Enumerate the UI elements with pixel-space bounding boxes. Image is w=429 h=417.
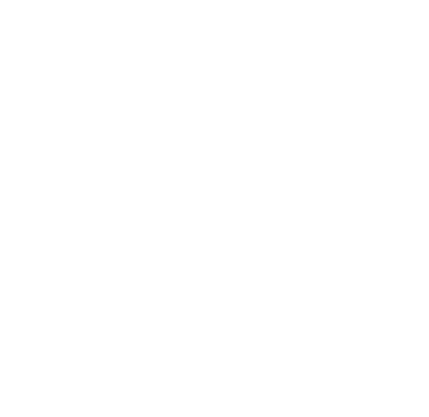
Text: ADJUDICATIONS COMPLETED: ADJUDICATIONS COMPLETED xyxy=(12,226,133,235)
Text: FOUNDED IN: FOUNDED IN xyxy=(12,27,69,36)
Text: Phase I-Phase IV: Phase I-Phase IV xyxy=(12,386,181,404)
Text: INSTITUTIONAL COLLABORATIONS: INSTITUTIONAL COLLABORATIONS xyxy=(226,33,361,42)
Text: INDIVIDUAL REVIEWER
COMMITTEE HOURS: INDIVIDUAL REVIEWER COMMITTEE HOURS xyxy=(226,311,308,325)
Text: PARTNERSHIPS WITH MEDICAL EXPERTS: PARTNERSHIPS WITH MEDICAL EXPERTS xyxy=(226,80,384,89)
Text: CEC Phase II Committee: CEC Phase II Committee xyxy=(226,263,353,271)
Text: ADJUDICATORS: ADJUDICATORS xyxy=(12,343,73,352)
Text: 45: 45 xyxy=(12,251,51,279)
Text: EVENTS REVIEWED IN
COMMITTEE: EVENTS REVIEWED IN COMMITTEE xyxy=(226,342,305,355)
Text: COMMITTEE MEETINGS: COMMITTEE MEETINGS xyxy=(226,292,309,298)
Text: 130+: 130+ xyxy=(226,38,323,71)
Text: 20+: 20+ xyxy=(226,0,300,25)
Text: 78,000+: 78,000+ xyxy=(226,322,310,340)
Text: 90: 90 xyxy=(12,304,51,332)
Text: WORK FROM: WORK FROM xyxy=(12,379,65,388)
Text: 4,000+: 4,000+ xyxy=(226,267,298,285)
Text: PATIENTS: PATIENTS xyxy=(151,176,193,185)
Text: 30+: 30+ xyxy=(226,161,278,185)
Text: Clinical Events Classification: Clinical Events Classification xyxy=(12,4,202,17)
Text: 250,000+: 250,000+ xyxy=(12,161,139,185)
Text: 17,500+: 17,500+ xyxy=(226,292,310,310)
Text: 1998: 1998 xyxy=(12,34,112,68)
Text: TRIALS: TRIALS xyxy=(283,176,314,185)
Text: COMPLETED TRIALS: COMPLETED TRIALS xyxy=(283,216,372,225)
Text: OPERATIONAL STAFF INCLUDING
NURSES, RESPIRATORY THERAPISTS
AND PHARMACISTS: OPERATIONAL STAFF INCLUDING NURSES, RESP… xyxy=(12,273,150,304)
Text: 300+: 300+ xyxy=(226,201,295,225)
Text: 550,000+: 550,000+ xyxy=(12,192,139,216)
